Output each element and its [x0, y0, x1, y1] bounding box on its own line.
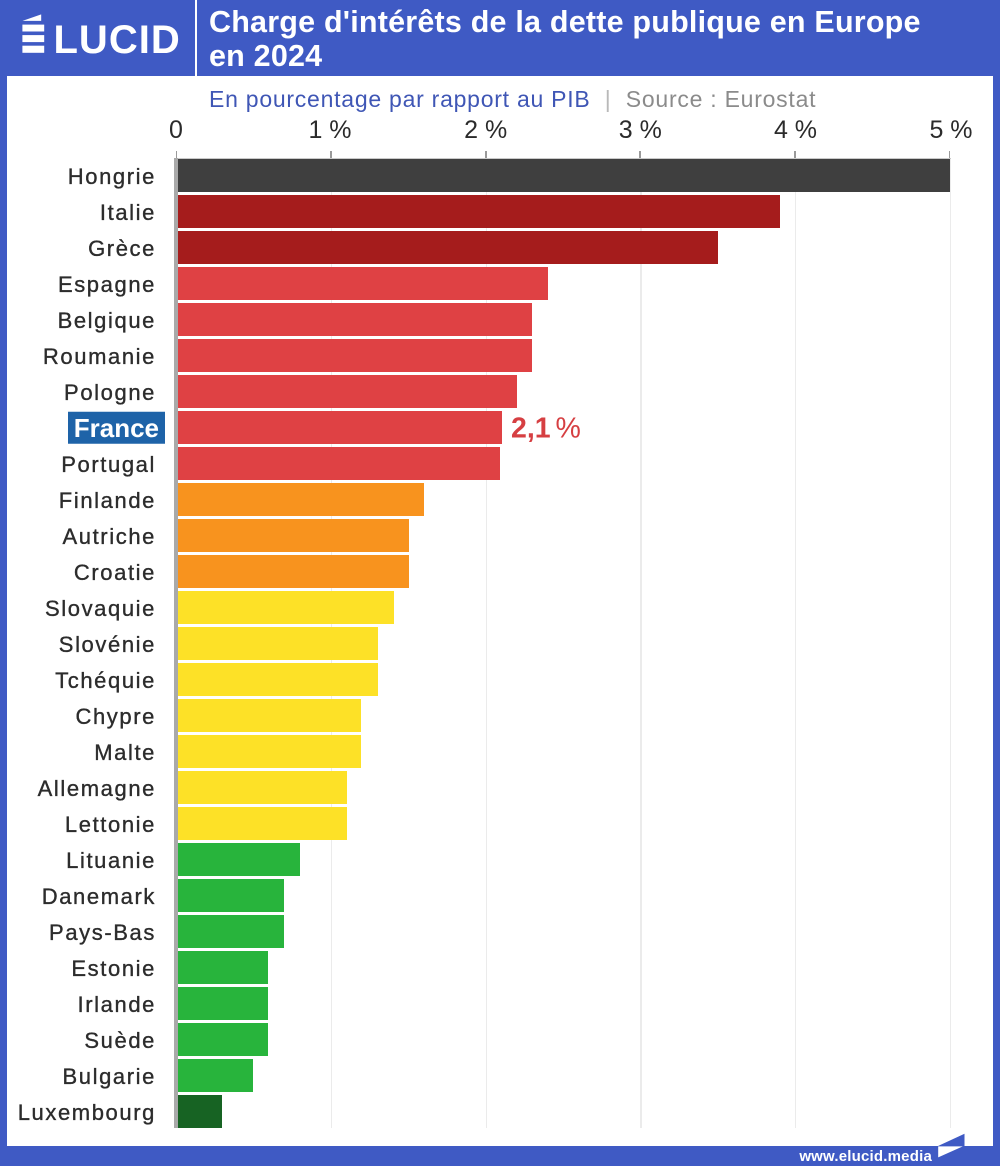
svg-text:LUCID: LUCID: [54, 18, 181, 62]
